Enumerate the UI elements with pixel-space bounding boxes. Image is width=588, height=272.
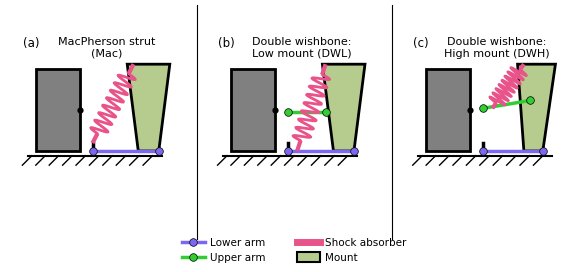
Text: (a): (a) bbox=[23, 37, 39, 50]
Text: (c): (c) bbox=[413, 37, 429, 50]
Bar bbox=[426, 69, 470, 151]
Text: Double wishbone:
Low mount (DWL): Double wishbone: Low mount (DWL) bbox=[252, 37, 352, 59]
Bar bbox=[231, 69, 275, 151]
Polygon shape bbox=[322, 64, 365, 151]
Polygon shape bbox=[127, 64, 170, 151]
Text: MacPherson strut
(Mac): MacPherson strut (Mac) bbox=[58, 37, 155, 59]
Text: Double wishbone:
High mount (DWH): Double wishbone: High mount (DWH) bbox=[445, 37, 550, 59]
Bar bbox=[36, 69, 80, 151]
Polygon shape bbox=[517, 64, 556, 151]
Legend: Lower arm, Upper arm, Shock absorber, Mount: Lower arm, Upper arm, Shock absorber, Mo… bbox=[178, 234, 410, 267]
Text: (b): (b) bbox=[218, 37, 235, 50]
